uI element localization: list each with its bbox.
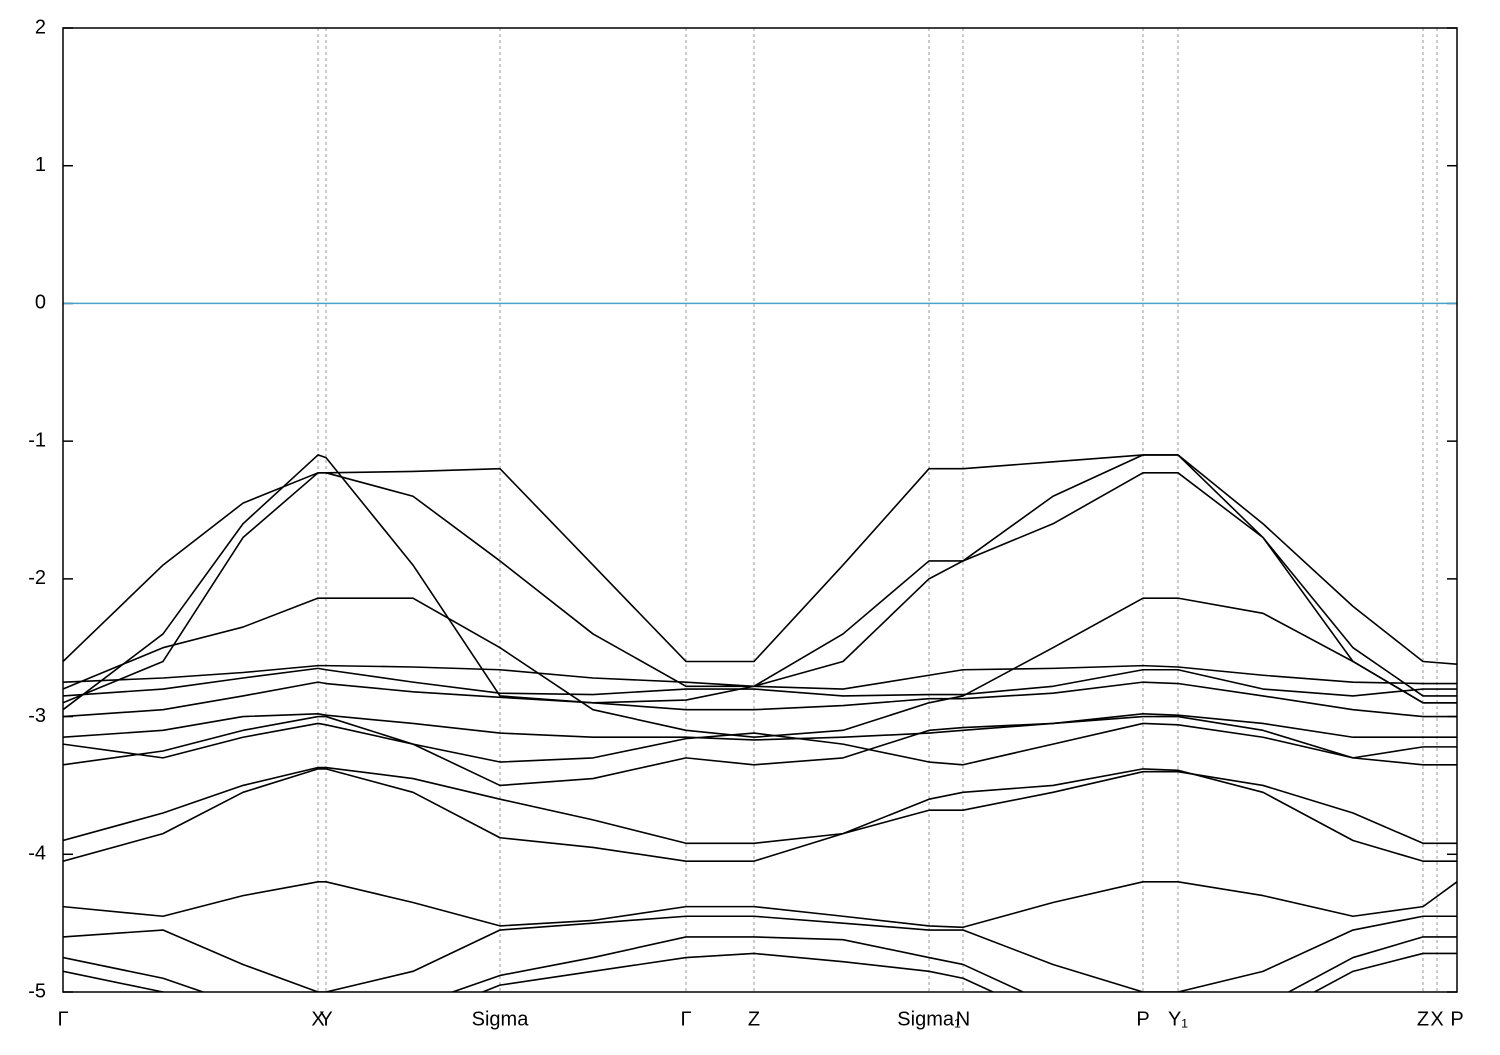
plot-frame bbox=[62, 27, 1458, 993]
band-line bbox=[63, 768, 1457, 862]
y-tick-label: -1 bbox=[28, 429, 46, 451]
x-tick-label: Γ bbox=[57, 1008, 68, 1030]
x-tick-label: Sigma₁ bbox=[897, 1008, 961, 1030]
band-line bbox=[63, 722, 1457, 766]
band-line bbox=[63, 664, 1457, 690]
band-line bbox=[63, 667, 1457, 697]
x-tick-label: P bbox=[1136, 1008, 1149, 1030]
y-tick-label: -3 bbox=[28, 705, 46, 727]
x-tick-label: Z bbox=[1417, 1008, 1429, 1030]
x-tick-label: X bbox=[1430, 1008, 1443, 1030]
band-line bbox=[63, 472, 1457, 704]
x-tick-label: Y₁ bbox=[1168, 1008, 1188, 1030]
band-line bbox=[63, 952, 1457, 992]
band-line bbox=[63, 681, 1457, 718]
band-line bbox=[63, 915, 1457, 992]
x-tick-label: Z bbox=[748, 1008, 760, 1030]
band-line bbox=[63, 454, 1457, 666]
y-tick-label: 2 bbox=[35, 16, 46, 38]
y-tick-label: -4 bbox=[28, 843, 46, 865]
x-tick-label: P bbox=[1450, 1008, 1463, 1030]
band-line bbox=[63, 881, 1457, 929]
band-line bbox=[63, 715, 1457, 787]
band-line bbox=[63, 936, 1457, 992]
y-tick-label: 0 bbox=[35, 292, 46, 314]
x-tick-label: X bbox=[311, 1008, 324, 1030]
grid-layer bbox=[63, 27, 1457, 993]
x-tick-label: Γ bbox=[680, 1008, 691, 1030]
bands bbox=[63, 454, 1457, 992]
band-line bbox=[63, 597, 1457, 739]
x-tick-label: Y bbox=[319, 1008, 332, 1030]
y-tick-label: 1 bbox=[35, 154, 46, 176]
y-tick-label: -5 bbox=[28, 980, 46, 1002]
x-tick-label: N bbox=[956, 1008, 970, 1030]
x-tick-label: Sigma bbox=[472, 1008, 530, 1030]
y-tick-label: -2 bbox=[28, 567, 46, 589]
band-line bbox=[63, 454, 1457, 711]
band-line bbox=[63, 766, 1457, 845]
